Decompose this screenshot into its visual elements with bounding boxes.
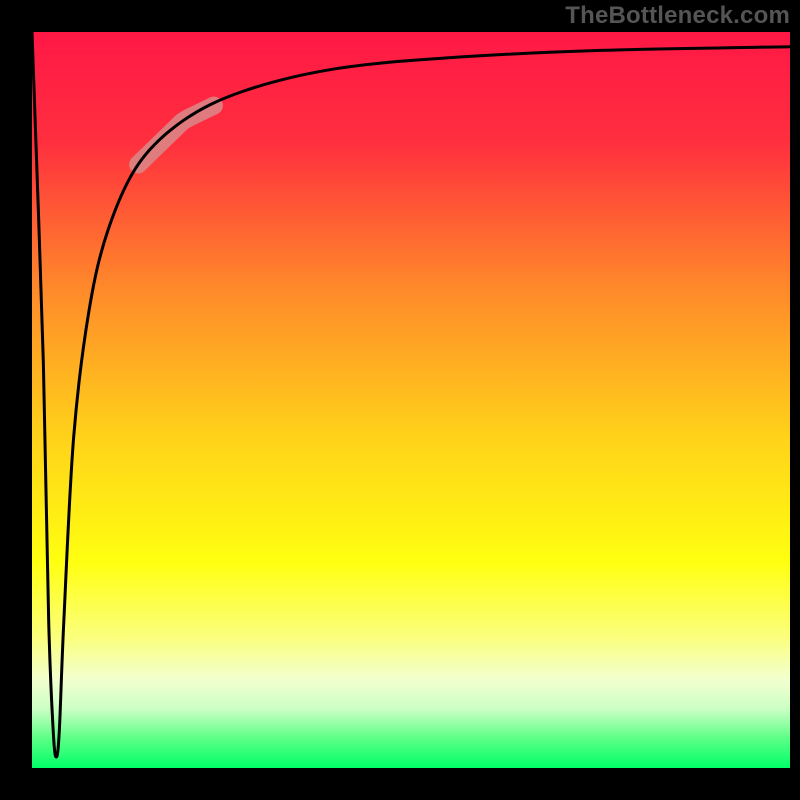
- watermark-text: TheBottleneck.com: [565, 2, 790, 30]
- gradient-curve-chart: [32, 32, 790, 768]
- gradient-background: [32, 32, 790, 768]
- plot-area: [32, 32, 790, 768]
- chart-container: TheBottleneck.com: [0, 0, 800, 800]
